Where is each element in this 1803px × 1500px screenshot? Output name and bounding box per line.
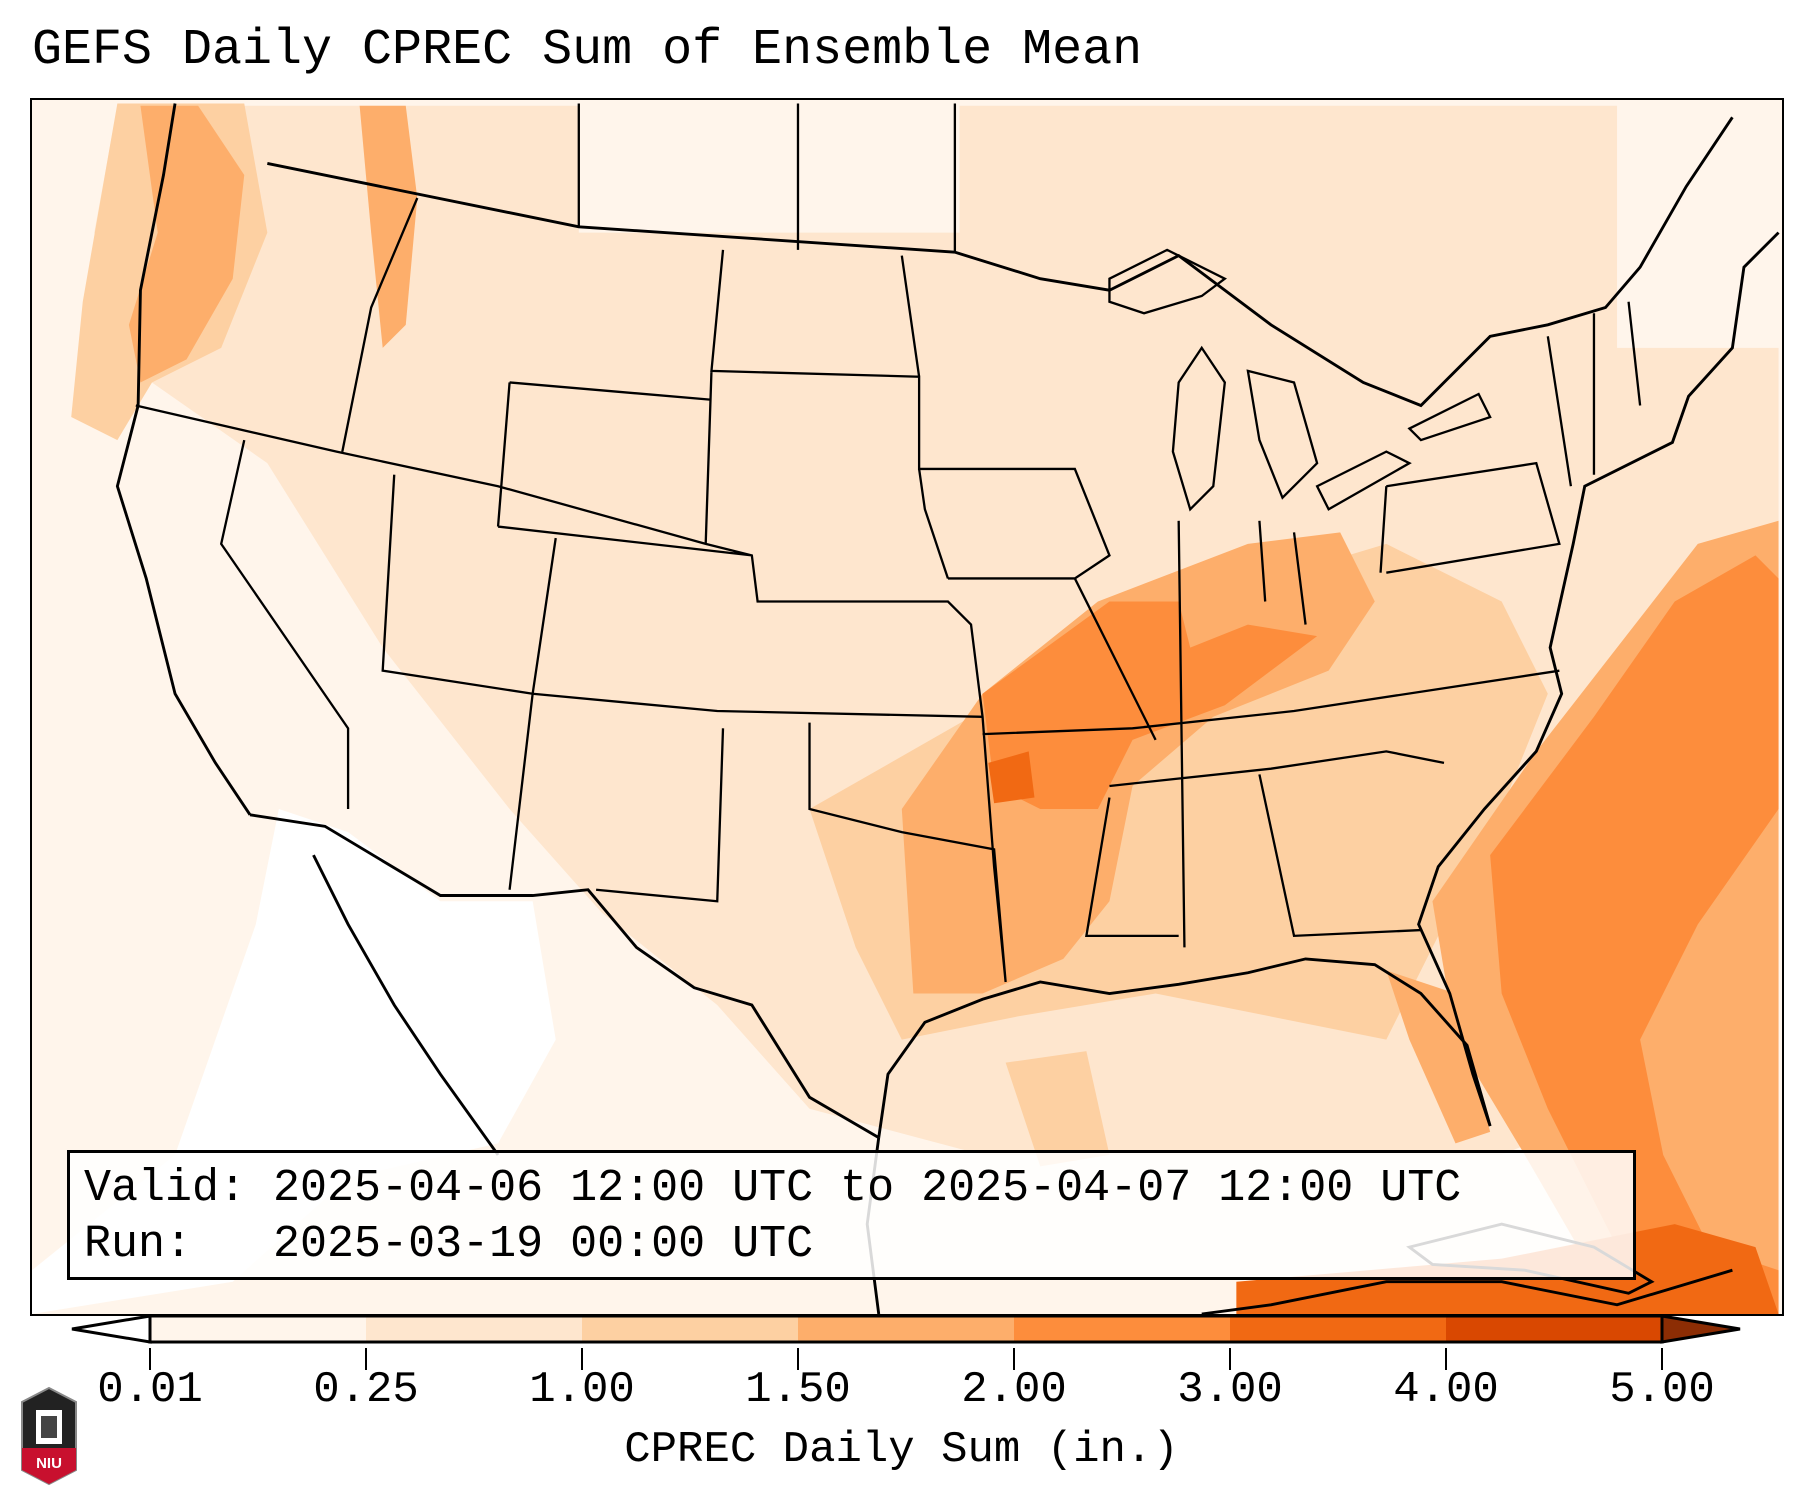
map-title: GEFS Daily CPREC Sum of Ensemble Mean	[32, 22, 1143, 79]
colorbar-tick-label: 0.01	[97, 1365, 203, 1415]
us-mexico-border	[249, 813, 880, 1139]
run-label: Run:	[84, 1219, 193, 1270]
precip-region-idaho	[359, 105, 418, 348]
colorbar-tick	[1445, 1348, 1447, 1370]
great-lakes	[1108, 248, 1492, 512]
colorbar-tick-label: 5.00	[1609, 1365, 1715, 1415]
us-canada-border	[267, 116, 1734, 408]
svg-text:NIU: NIU	[36, 1455, 62, 1472]
precip-region-core	[982, 601, 1318, 810]
colorbar-tick	[1229, 1348, 1231, 1370]
colorbar-label: CPREC Daily Sum (in.)	[624, 1425, 1179, 1475]
valid-label: Valid:	[84, 1163, 247, 1214]
colorbar-segment	[582, 1316, 799, 1342]
colorbar-segment	[366, 1316, 583, 1342]
colorbar-tick-label: 3.00	[1177, 1365, 1283, 1415]
colorbar-tick	[149, 1348, 151, 1370]
colorbar-tick	[581, 1348, 583, 1370]
colorbar-tick-label: 2.00	[961, 1365, 1067, 1415]
us-coastline	[115, 103, 1780, 1138]
colorbar-segment	[1230, 1316, 1447, 1342]
valid-value: 2025-04-06 12:00 UTC to 2025-04-07 12:00…	[273, 1163, 1462, 1214]
info-box: Valid: 2025-04-06 12:00 UTC to 2025-04-0…	[67, 1150, 1636, 1280]
colorbar-tick	[1661, 1348, 1663, 1370]
colorbar-tick-label: 0.25	[313, 1365, 419, 1415]
run-value: 2025-03-19 00:00 UTC	[273, 1219, 814, 1270]
colorbar-segment	[150, 1316, 367, 1342]
precip-region-nw-heavy	[128, 105, 245, 383]
state-borders	[135, 103, 1642, 983]
niu-logo: NIU	[21, 1386, 77, 1486]
colorbar-tick	[797, 1348, 799, 1370]
colorbar	[71, 1314, 1741, 1344]
precipitation-map	[30, 98, 1784, 1316]
colorbar-tick-label: 1.00	[529, 1365, 635, 1415]
colorbar-tick-label: 4.00	[1393, 1365, 1499, 1415]
colorbar-under-extension	[71, 1314, 152, 1344]
colorbar-segment	[798, 1316, 1015, 1342]
colorbar-tick	[1013, 1348, 1015, 1370]
precip-region-florida	[1386, 970, 1491, 1144]
precip-region-atlantic-heavy	[1490, 555, 1779, 1314]
colorbar-tick	[365, 1348, 367, 1370]
colorbar-over-extension	[1660, 1314, 1741, 1344]
precip-region-max	[988, 751, 1035, 804]
colorbar-segment	[1014, 1316, 1231, 1342]
colorbar-segment	[1446, 1316, 1663, 1342]
colorbar-tick-label: 1.50	[745, 1365, 851, 1415]
precip-region-gulf	[1005, 1051, 1110, 1167]
